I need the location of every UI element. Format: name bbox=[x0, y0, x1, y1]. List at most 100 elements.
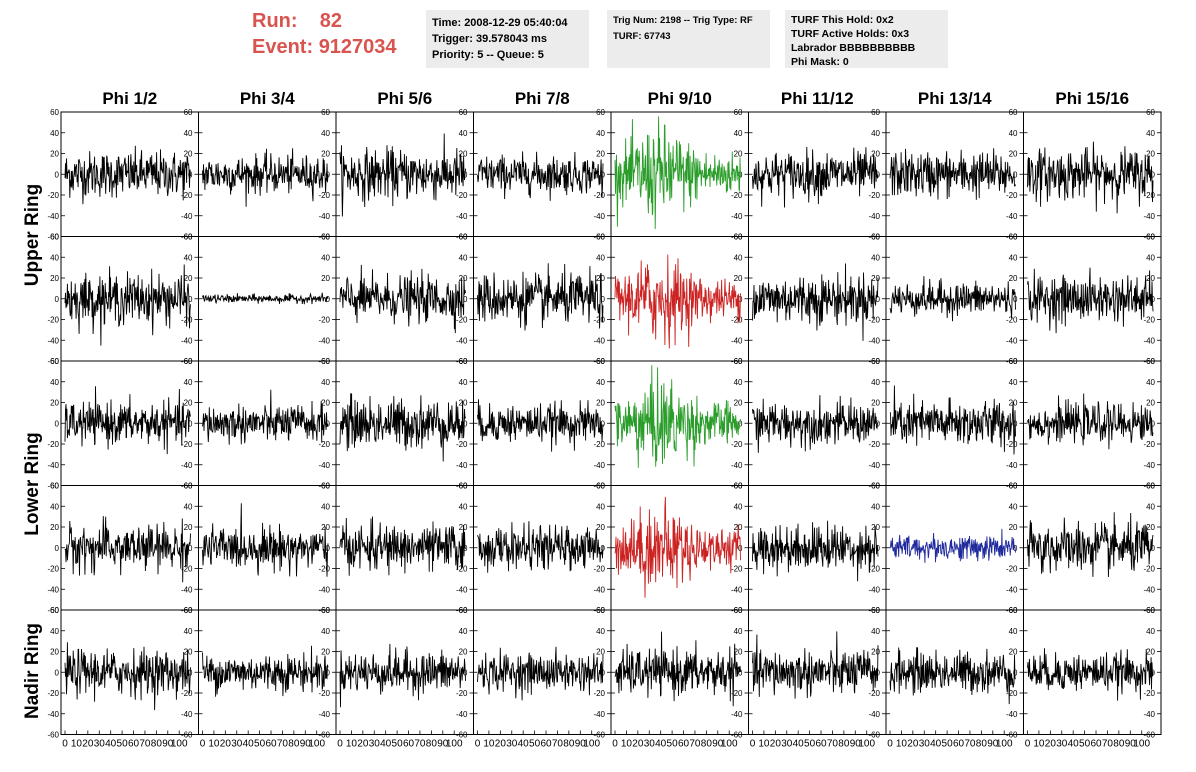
xtick-label: 70 bbox=[964, 739, 976, 750]
xtick-label: 70 bbox=[139, 739, 151, 750]
ytick-label: 0 bbox=[55, 295, 60, 304]
ytick-label: -60 bbox=[731, 731, 743, 740]
ytick-label: -40 bbox=[868, 461, 880, 470]
ytick-label: 20 bbox=[596, 648, 605, 657]
ytick-label: -40 bbox=[47, 336, 59, 345]
ytick-label: -40 bbox=[1006, 212, 1018, 221]
ytick-label: -20 bbox=[1006, 316, 1018, 325]
ytick-label: -40 bbox=[593, 710, 605, 719]
xtick-label: 80 bbox=[976, 739, 988, 750]
xtick-label: 40 bbox=[793, 739, 805, 750]
ytick-label: -20 bbox=[731, 689, 743, 698]
xtick-label: 90 bbox=[850, 739, 862, 750]
ytick-label: 60 bbox=[321, 357, 330, 366]
waveform-trace-r3-c3 bbox=[339, 393, 466, 462]
waveform-trace-r4-c1 bbox=[64, 516, 191, 583]
panel-frame-r5-c1 bbox=[60, 609, 199, 735]
column-title-1: Phi 1/2 bbox=[102, 89, 157, 108]
event-row: Event: 9127034 bbox=[252, 34, 397, 60]
ytick-label: 20 bbox=[596, 150, 605, 159]
column-title-4: Phi 7/8 bbox=[515, 89, 570, 108]
ytick-label: 40 bbox=[459, 378, 468, 387]
ytick-label: 60 bbox=[734, 606, 743, 615]
xtick-label: 10 bbox=[208, 739, 220, 750]
xtick-label: 40 bbox=[1068, 739, 1080, 750]
ytick-label: -60 bbox=[181, 731, 193, 740]
ytick-label: 40 bbox=[871, 129, 880, 138]
xtick-label: 0 bbox=[62, 739, 68, 750]
ytick-label: -40 bbox=[456, 710, 468, 719]
ytick-label: 20 bbox=[871, 150, 880, 159]
waveform-trace-r5-c6 bbox=[752, 631, 879, 699]
ytick-label: 40 bbox=[1146, 378, 1155, 387]
ytick-label: 20 bbox=[1146, 523, 1155, 532]
ytick-label: 40 bbox=[184, 502, 193, 511]
ytick-label: 40 bbox=[50, 627, 59, 636]
run-value: 82 bbox=[319, 10, 343, 32]
xtick-label: 40 bbox=[380, 739, 392, 750]
xtick-label: 80 bbox=[426, 739, 438, 750]
turf-active-line: TURF Active Holds: 0x3 bbox=[791, 28, 910, 40]
ytick-label: 20 bbox=[50, 274, 59, 283]
ytick-label: 40 bbox=[1009, 627, 1018, 636]
ytick-label: -40 bbox=[1006, 585, 1018, 594]
ytick-label: 60 bbox=[1009, 233, 1018, 242]
xtick-label: 90 bbox=[987, 739, 999, 750]
ytick-label: -20 bbox=[868, 316, 880, 325]
ytick-label: 60 bbox=[50, 606, 59, 615]
xtick-label: 90 bbox=[162, 739, 174, 750]
waveform-trace-r1-c4 bbox=[477, 151, 604, 201]
ytick-label: 60 bbox=[596, 108, 605, 117]
ytick-label: 20 bbox=[184, 523, 193, 532]
ytick-label: -60 bbox=[47, 357, 59, 366]
ytick-label: 0 bbox=[601, 419, 606, 428]
ytick-label: 20 bbox=[459, 399, 468, 408]
ytick-label: 40 bbox=[734, 129, 743, 138]
ytick-label: 20 bbox=[1009, 648, 1018, 657]
run-event-box: Run: 82 Event: 9127034 bbox=[252, 8, 397, 60]
ytick-label: -20 bbox=[181, 689, 193, 698]
waveform-trace-r5-c4 bbox=[477, 646, 604, 701]
ytick-label: -40 bbox=[868, 710, 880, 719]
xtick-label: 30 bbox=[94, 739, 106, 750]
ytick-label: 40 bbox=[321, 378, 330, 387]
ytick-label: -20 bbox=[181, 565, 193, 574]
ytick-label: -40 bbox=[731, 585, 743, 594]
ytick-label: 40 bbox=[871, 627, 880, 636]
ytick-label: -40 bbox=[181, 336, 193, 345]
ytick-label: 0 bbox=[55, 170, 60, 179]
xtick-label: 20 bbox=[632, 739, 644, 750]
waveform-trace-r2-c2 bbox=[202, 292, 329, 305]
xtick-label: 70 bbox=[277, 739, 289, 750]
ytick-label: -20 bbox=[868, 565, 880, 574]
ytick-label: 0 bbox=[1013, 668, 1018, 677]
ytick-label: 20 bbox=[50, 648, 59, 657]
ytick-label: -40 bbox=[1006, 710, 1018, 719]
ytick-label: 60 bbox=[596, 606, 605, 615]
xtick-label: 30 bbox=[506, 739, 518, 750]
ytick-label: 20 bbox=[321, 399, 330, 408]
ytick-label: 40 bbox=[871, 502, 880, 511]
column-title-5: Phi 9/10 bbox=[648, 89, 712, 108]
priority-line: Priority: 5 -- Queue: 5 bbox=[432, 49, 544, 61]
time-line: Time: 2008-12-29 05:40:04 bbox=[432, 17, 568, 29]
ytick-label: -20 bbox=[868, 689, 880, 698]
ytick-label: -40 bbox=[47, 585, 59, 594]
xtick-label: 100 bbox=[171, 739, 188, 750]
xtick-label: 100 bbox=[446, 739, 463, 750]
ytick-label: 20 bbox=[1146, 274, 1155, 283]
ytick-label: 40 bbox=[459, 502, 468, 511]
ytick-label: 60 bbox=[1009, 482, 1018, 491]
ytick-label: 60 bbox=[459, 233, 468, 242]
ytick-label: 40 bbox=[734, 502, 743, 511]
phimask-line: Phi Mask: 0 bbox=[791, 56, 849, 68]
ytick-label: 40 bbox=[184, 253, 193, 262]
ytick-label: 0 bbox=[188, 419, 193, 428]
ytick-label: 60 bbox=[1009, 606, 1018, 615]
ytick-label: -20 bbox=[47, 316, 59, 325]
ytick-label: -20 bbox=[868, 191, 880, 200]
ytick-label: 0 bbox=[55, 544, 60, 553]
ytick-label: 60 bbox=[321, 606, 330, 615]
ytick-label: -40 bbox=[868, 212, 880, 221]
ytick-label: 60 bbox=[871, 482, 880, 491]
